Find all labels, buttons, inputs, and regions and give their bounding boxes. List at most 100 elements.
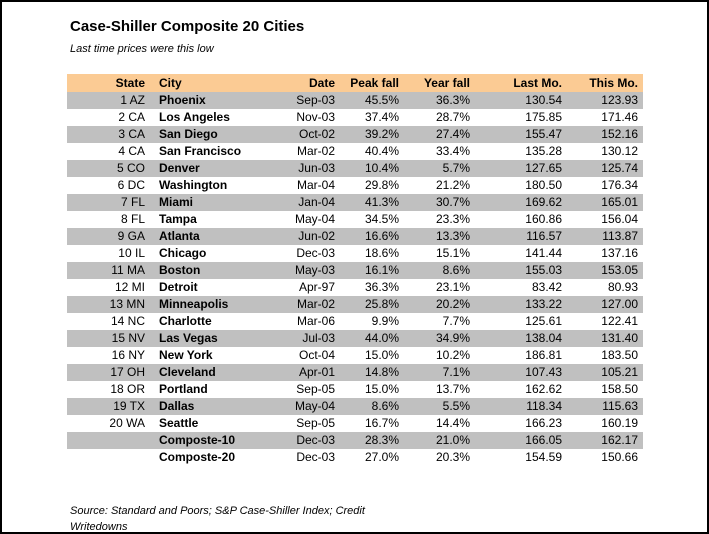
cell-last-mo: 118.34 <box>526 399 562 413</box>
cell-state: 15 NV <box>111 331 145 345</box>
cell-state: 19 TX <box>113 399 145 413</box>
cell-date: Mar-02 <box>296 144 335 158</box>
cell-peak-fall: 36.3% <box>364 280 399 294</box>
cell-peak-fall: 15.0% <box>364 382 399 396</box>
cell-city: San Francisco <box>159 144 242 158</box>
cell-state: 17 OH <box>110 365 145 379</box>
cell-peak-fall: 16.1% <box>364 263 399 277</box>
cell-state: 16 NY <box>111 348 145 362</box>
cell-peak-fall: 27.0% <box>364 450 399 464</box>
table-row: 15 NV Las Vegas Jul-03 44.0% 34.9% 138.04 131.… <box>67 330 643 347</box>
table-header-row: State City Date Peak fall Year fall Last… <box>67 74 643 92</box>
cell-peak-fall: 16.7% <box>364 416 399 430</box>
cell-last-mo: 141.44 <box>525 246 562 260</box>
cell-date: Sep-05 <box>296 382 335 396</box>
table-row: Composte-20 Dec-03 27.0% 20.3% 154.59 150.66 <box>67 449 643 466</box>
cell-this-mo: 122.41 <box>601 314 638 328</box>
table-row: Composte-10 Dec-03 28.3% 21.0% 166.05 162.17 <box>67 432 643 449</box>
table-row: 6 DC Washington Mar-04 29.8% 21.2% 180.50 176.… <box>67 177 643 194</box>
table-row: 17 OH Cleveland Apr-01 14.8% 7.1% 107.43 105.2… <box>67 364 643 381</box>
cell-year-fall: 28.7% <box>435 110 470 124</box>
cell-last-mo: 130.54 <box>525 93 562 107</box>
cell-state: 4 CA <box>118 144 145 158</box>
cell-date: Mar-02 <box>296 297 335 311</box>
cell-year-fall: 10.2% <box>435 348 470 362</box>
cell-state: 3 CA <box>118 127 145 141</box>
cell-year-fall: 7.1% <box>442 365 470 379</box>
cell-city: Charlotte <box>159 314 212 328</box>
cell-state: 9 GA <box>117 229 145 243</box>
column-header-last-mo: Last Mo. <box>513 76 562 90</box>
page-title: Case-Shiller Composite 20 Cities <box>70 18 305 35</box>
cell-state: 12 MI <box>114 280 145 294</box>
table-row: 5 CO Denver Jun-03 10.4% 5.7% 127.65 125.74 <box>67 160 643 177</box>
column-header-peak-fall: Peak fall <box>350 76 399 90</box>
cell-last-mo: 127.65 <box>525 161 562 175</box>
cell-city: Portland <box>159 382 208 396</box>
cell-year-fall: 33.4% <box>435 144 470 158</box>
cell-this-mo: 137.16 <box>601 246 638 260</box>
cell-this-mo: 165.01 <box>601 195 638 209</box>
cell-city: Tampa <box>159 212 197 226</box>
data-table: State City Date Peak fall Year fall Last… <box>67 74 643 466</box>
cell-peak-fall: 28.3% <box>364 433 399 447</box>
table-row: 16 NY New York Oct-04 15.0% 10.2% 186.81 183.5… <box>67 347 643 364</box>
cell-this-mo: 176.34 <box>601 178 638 192</box>
table-row: 1 AZ Phoenix Sep-03 45.5% 36.3% 130.54 123.93 <box>67 92 643 109</box>
page-subtitle: Last time prices were this low <box>70 43 214 55</box>
column-header-date: Date <box>308 76 335 90</box>
cell-date: Jun-03 <box>298 161 335 175</box>
cell-last-mo: 160.86 <box>525 212 562 226</box>
cell-year-fall: 36.3% <box>435 93 470 107</box>
cell-last-mo: 175.85 <box>525 110 562 124</box>
source-line-1: Source: Standard and Poors; S&P Case-Shi… <box>70 505 365 517</box>
cell-last-mo: 135.28 <box>525 144 562 158</box>
cell-year-fall: 13.3% <box>435 229 470 243</box>
cell-state: 1 AZ <box>120 93 145 107</box>
column-header-this-mo: This Mo. <box>589 76 638 90</box>
table-row: 20 WA Seattle Sep-05 16.7% 14.4% 166.23 160.19 <box>67 415 643 432</box>
table-row: 14 NC Charlotte Mar-06 9.9% 7.7% 125.61 122.41 <box>67 313 643 330</box>
cell-city: New York <box>159 348 213 362</box>
cell-this-mo: 113.87 <box>602 229 638 243</box>
cell-peak-fall: 15.0% <box>364 348 399 362</box>
cell-year-fall: 30.7% <box>435 195 470 209</box>
cell-this-mo: 123.93 <box>601 93 638 107</box>
cell-date: Sep-03 <box>296 93 335 107</box>
cell-date: Oct-04 <box>298 348 335 362</box>
cell-city: Composte-10 <box>159 433 236 447</box>
cell-date: May-04 <box>294 212 335 226</box>
cell-city: Miami <box>159 195 194 209</box>
cell-this-mo: 183.50 <box>601 348 638 362</box>
cell-city: Chicago <box>159 246 207 260</box>
cell-peak-fall: 25.8% <box>364 297 399 311</box>
cell-state: 6 DC <box>117 178 145 192</box>
cell-date: May-03 <box>294 263 335 277</box>
cell-year-fall: 5.5% <box>442 399 470 413</box>
cell-date: Dec-03 <box>296 246 335 260</box>
cell-city: Las Vegas <box>159 331 218 345</box>
cell-city: Dallas <box>159 399 195 413</box>
cell-peak-fall: 14.8% <box>364 365 399 379</box>
cell-peak-fall: 40.4% <box>364 144 399 158</box>
cell-year-fall: 20.3% <box>435 450 470 464</box>
table-row: 18 OR Portland Sep-05 15.0% 13.7% 162.62 158.5… <box>67 381 643 398</box>
cell-state: 14 NC <box>110 314 145 328</box>
cell-city: Los Angeles <box>159 110 230 124</box>
cell-city: San Diego <box>159 127 218 141</box>
cell-peak-fall: 18.6% <box>364 246 399 260</box>
cell-date: Oct-02 <box>298 127 335 141</box>
cell-date: Dec-03 <box>296 433 335 447</box>
cell-this-mo: 125.74 <box>601 161 638 175</box>
cell-this-mo: 153.05 <box>601 263 638 277</box>
cell-this-mo: 130.12 <box>601 144 638 158</box>
cell-year-fall: 21.0% <box>435 433 470 447</box>
cell-last-mo: 155.47 <box>525 127 562 141</box>
cell-state: 13 MN <box>109 297 145 311</box>
cell-state <box>67 432 152 449</box>
cell-last-mo: 180.50 <box>525 178 562 192</box>
cell-date: Nov-03 <box>296 110 335 124</box>
cell-year-fall: 34.9% <box>435 331 470 345</box>
column-header-state: State <box>115 76 145 90</box>
cell-year-fall: 27.4% <box>435 127 470 141</box>
